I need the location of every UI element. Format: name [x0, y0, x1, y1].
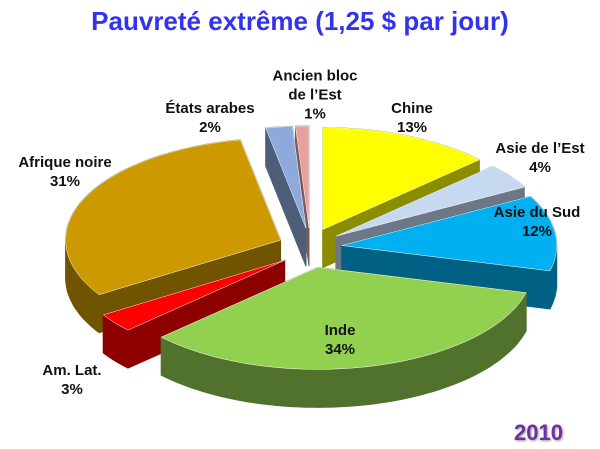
slice: [65, 139, 281, 295]
value-label: 3%: [61, 381, 83, 398]
category-name: Asie du Sud: [493, 204, 581, 221]
slice-label: Afrique noire 31%: [0, 153, 130, 191]
value-label: 4%: [529, 159, 551, 176]
slice-label: États arabes 2%: [145, 99, 275, 137]
category-name: Am. Lat.: [42, 362, 102, 379]
annotation: 2010: [514, 420, 563, 445]
chart-title: Pauvreté extrême (1,25 $ par jour): [91, 6, 509, 36]
slice-label: Asie de l’Est 4%: [475, 139, 600, 177]
slice-label: Am. Lat. 3%: [7, 361, 137, 399]
category-name: États arabes: [165, 100, 255, 117]
slice: [160, 267, 527, 370]
slice-label: Inde 34%: [275, 321, 405, 359]
slice: [335, 166, 525, 237]
value-label: 12%: [521, 223, 553, 240]
slice: [295, 125, 310, 229]
value-label: 2%: [199, 119, 221, 136]
value-label: 13%: [396, 119, 428, 136]
category-name: Afrique noire: [18, 154, 112, 171]
slice-label: Ancien bloc de l’Est 1%: [268, 67, 363, 124]
slice-label: Asie du Sud 12%: [472, 203, 600, 241]
category-name: Asie de l’Est: [495, 140, 585, 157]
slice: [322, 127, 480, 230]
category-name: Ancien bloc de l’Est: [272, 67, 358, 104]
value-label: 34%: [324, 341, 356, 358]
category-name: Chine: [391, 100, 433, 117]
category-name: Inde: [324, 322, 356, 339]
slice: [102, 260, 285, 331]
slice-label: Chine 13%: [347, 99, 477, 137]
value-label: 31%: [49, 173, 81, 190]
slice: [265, 126, 307, 229]
slice: [341, 196, 557, 272]
value-label: 1%: [304, 105, 326, 123]
